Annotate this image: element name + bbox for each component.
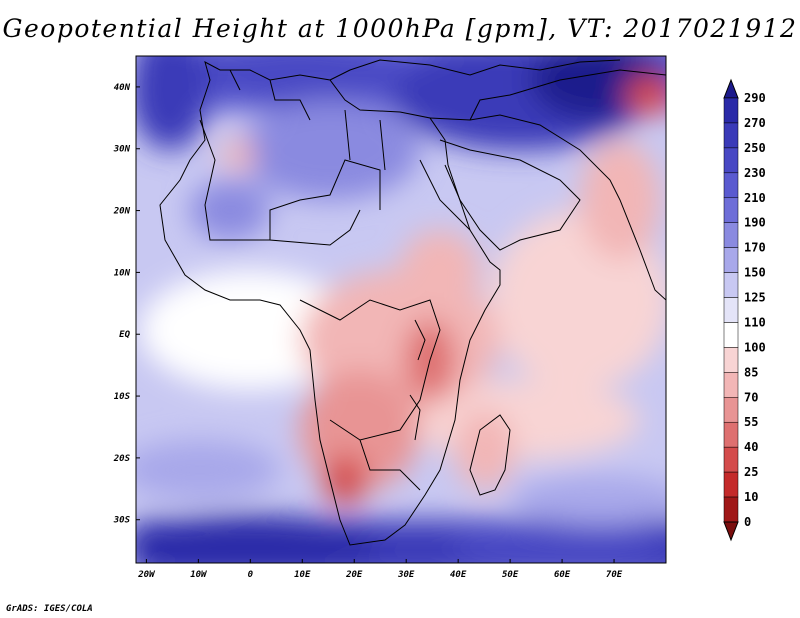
- credit-label: GrADS: IGES/COLA: [6, 604, 93, 614]
- colorbar-label: 110: [744, 315, 766, 329]
- colorbar-label: 70: [744, 390, 758, 404]
- lon-label: 10E: [294, 570, 311, 580]
- lat-label: 10N: [114, 268, 131, 278]
- colorbar-label: 25: [744, 465, 758, 479]
- lat-label: 30N: [113, 145, 131, 155]
- colorbar-label: 270: [744, 116, 766, 130]
- lon-label: 60E: [554, 570, 571, 580]
- colorbar-label: 10: [744, 490, 758, 504]
- lon-label: 30E: [397, 570, 415, 580]
- height-field: [136, 56, 666, 563]
- colorbar-label: 230: [744, 166, 766, 180]
- colorbar-segment: [723, 297, 739, 323]
- coastlines: [159, 59, 666, 546]
- lat-label: 10S: [114, 392, 131, 402]
- lon-label: 20W: [137, 570, 156, 580]
- lon-label: 20E: [345, 570, 363, 580]
- colorbar-bottom-arrow: [723, 521, 739, 542]
- colorbar-label: 85: [744, 365, 758, 379]
- colorbar-label: 190: [744, 216, 766, 230]
- lon-label: 0: [248, 570, 254, 580]
- colorbar-label: 150: [744, 266, 766, 280]
- colorbar-label: 250: [744, 141, 766, 155]
- colorbar-label: 55: [744, 415, 758, 429]
- colorbar-label: 290: [744, 91, 766, 105]
- colorbar-segment: [723, 322, 739, 348]
- field-contours: [136, 56, 666, 563]
- colorbar: 2902702502302101901701501251101008570554…: [723, 78, 766, 542]
- colorbar-segment: [723, 496, 739, 523]
- colorbar-label: 40: [744, 440, 758, 454]
- lat-label: 30S: [113, 516, 131, 526]
- colorbar-segment: [723, 97, 739, 124]
- colorbar-label: 170: [744, 241, 766, 255]
- colorbar-segment: [723, 446, 739, 473]
- colorbar-segment: [723, 147, 739, 174]
- colorbar-segment: [723, 397, 739, 423]
- map-title: Geopotential Height at 1000hPa [gpm], VT…: [2, 14, 798, 43]
- colorbar-segment: [723, 471, 739, 498]
- colorbar-segment: [723, 197, 739, 223]
- colorbar-label: 210: [744, 191, 766, 205]
- lat-label: 20S: [113, 454, 131, 464]
- colorbar-segment: [723, 247, 739, 273]
- colorbar-segment: [723, 347, 739, 373]
- colorbar-top-arrow: [723, 78, 739, 99]
- colorbar-segment: [723, 172, 739, 199]
- colorbar-segment: [723, 421, 739, 448]
- map-frame: [135, 55, 667, 564]
- colorbar-label: 100: [744, 340, 766, 354]
- map-axes: 40N 30N 20N 10N EQ 10S 20S 30S 20W 10W 0 10E 20E 30E 4…: [113, 83, 623, 580]
- lon-label: 70E: [606, 570, 623, 580]
- lon-label: 40E: [450, 570, 467, 580]
- colorbar-segment: [723, 372, 739, 398]
- lat-label: EQ: [119, 330, 130, 340]
- lat-label: 40N: [114, 83, 131, 93]
- colorbar-segment: [723, 122, 739, 149]
- lon-label: 10W: [190, 570, 208, 580]
- lon-label: 50E: [502, 570, 519, 580]
- colorbar-segment: [723, 222, 739, 248]
- colorbar-segment: [723, 272, 739, 298]
- lat-label: 20N: [113, 207, 131, 217]
- colorbar-label: 125: [744, 291, 766, 305]
- colorbar-label: 0: [744, 515, 751, 529]
